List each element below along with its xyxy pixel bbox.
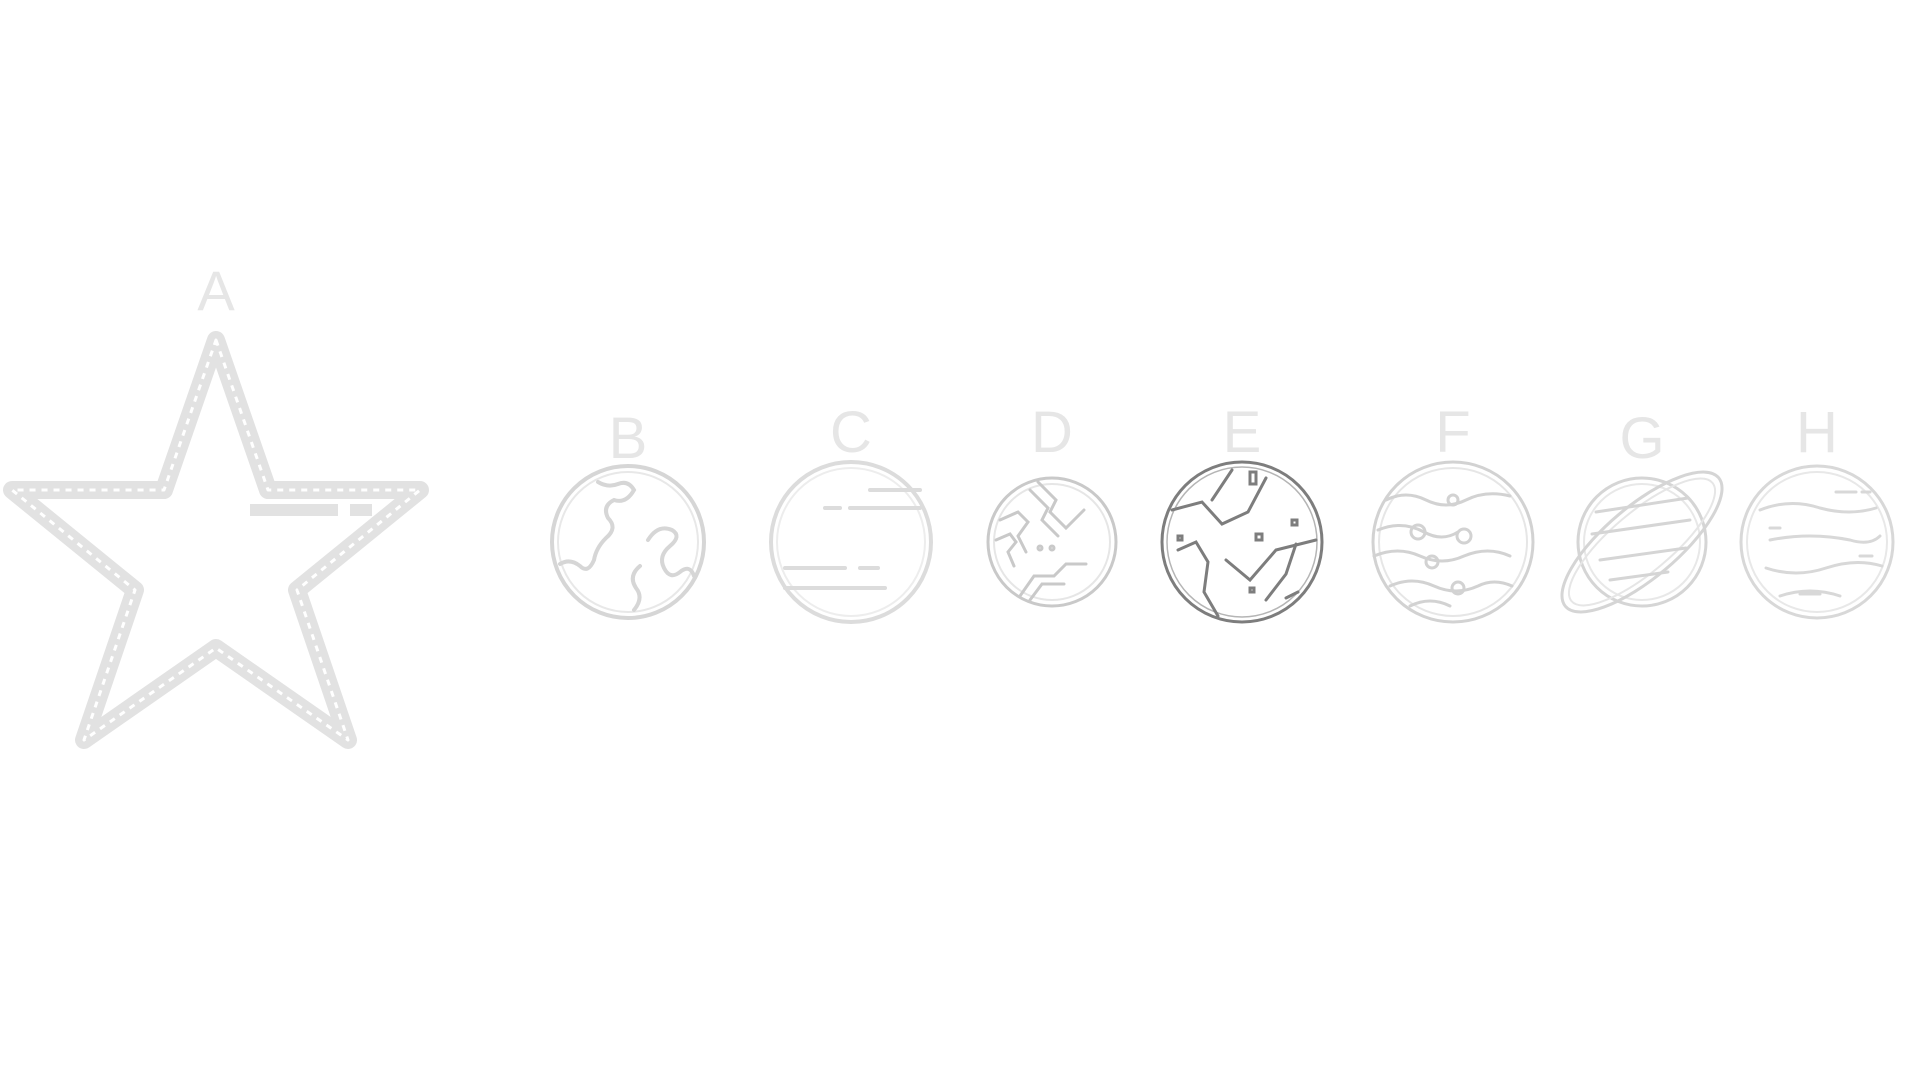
planet-icon-c — [769, 460, 933, 624]
planet-icon-b — [550, 464, 706, 620]
planet-icon-h — [1739, 464, 1895, 620]
label-d: D — [1031, 400, 1073, 465]
label-f: F — [1435, 400, 1470, 465]
label-a: A — [197, 259, 235, 322]
planet-icon-d — [986, 476, 1118, 608]
label-b: B — [609, 406, 648, 471]
planet-icon-e — [1160, 460, 1324, 624]
label-g: G — [1619, 406, 1664, 471]
label-h: H — [1796, 400, 1838, 465]
star-icon — [3, 331, 429, 749]
ringed-planet-icon — [1560, 470, 1724, 614]
planet-icon-f — [1371, 460, 1535, 624]
label-e: E — [1223, 400, 1262, 465]
label-c: C — [830, 400, 872, 465]
